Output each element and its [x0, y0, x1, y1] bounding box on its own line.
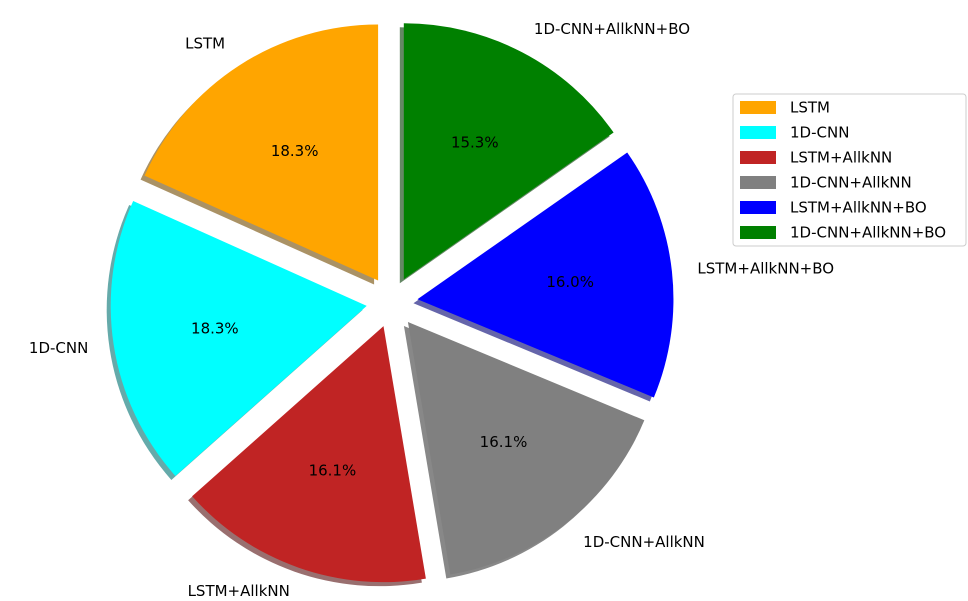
wedge: [403, 23, 614, 280]
legend-label: LSTM+AllkNN+BO: [790, 199, 927, 217]
wedge: [192, 326, 426, 583]
pct-label: 16.1%: [309, 462, 357, 480]
legend-swatch: [740, 176, 776, 189]
legend-swatch: [740, 151, 776, 164]
legend-swatch: [740, 101, 776, 114]
labels: LSTM 18.3% 1D-CNN 18.3% LSTM+AllkNN 16.1% 1D-C…: [29, 20, 834, 600]
wedge-label: 1D-CNN+AllkNN+BO: [534, 20, 690, 38]
wedge: [407, 322, 645, 575]
pct-label: 16.1%: [480, 433, 528, 451]
pct-label: 18.3%: [271, 142, 319, 160]
legend-swatch: [740, 126, 776, 139]
legend-label: LSTM+AllkNN: [790, 149, 892, 167]
legend-label: 1D-CNN+AllkNN+BO: [790, 224, 946, 242]
wedge-label: 1D-CNN+AllkNN: [583, 533, 705, 551]
pct-label: 16.0%: [546, 273, 594, 291]
legend-label: 1D-CNN: [790, 124, 849, 142]
wedge-label: LSTM+AllkNN+BO: [697, 259, 834, 277]
wedge: [144, 24, 379, 281]
wedge-label: LSTM: [185, 35, 225, 53]
wedge: [417, 152, 674, 398]
wedge-label: 1D-CNN: [29, 339, 88, 357]
wedge-label: LSTM+AllkNN: [188, 582, 290, 600]
legend-swatch: [740, 226, 776, 239]
legend-box: [732, 93, 967, 247]
legend-label: 1D-CNN+AllkNN: [790, 174, 912, 192]
legend-label: LSTM: [790, 99, 830, 117]
wedge: [110, 200, 367, 476]
wedges: [110, 23, 674, 583]
legend-swatch: [740, 201, 776, 214]
legend: LSTM 1D-CNN LSTM+AllkNN 1D-CNN+AllkNN LSTM+A…: [732, 93, 967, 247]
pct-label: 18.3%: [191, 320, 239, 338]
pct-label: 15.3%: [451, 134, 499, 152]
